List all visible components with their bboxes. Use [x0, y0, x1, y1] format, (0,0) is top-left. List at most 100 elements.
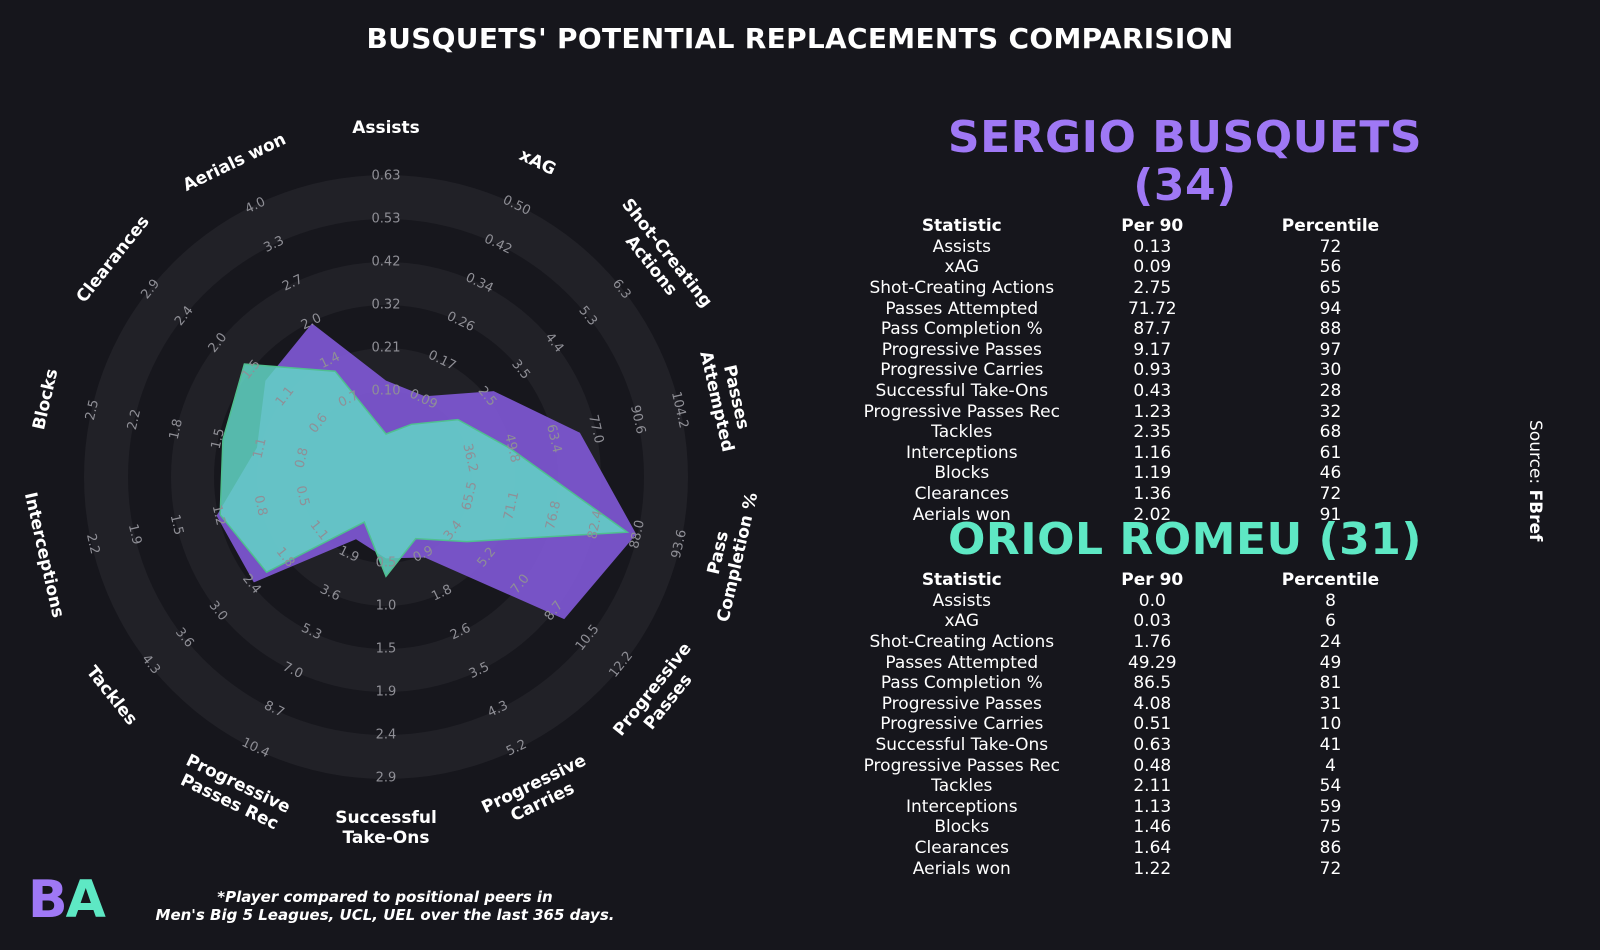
stat-name-cell: Progressive Passes Rec — [863, 401, 1060, 422]
tick-label: 2.2 — [125, 408, 144, 432]
per90-cell: 0.0 — [1138, 590, 1166, 611]
header-statistic: Statistic — [921, 570, 1002, 591]
tick-label: 1.1 — [251, 437, 270, 461]
axis-label-line: Aerials won — [180, 129, 289, 195]
tick-label: 88.0 — [627, 519, 648, 551]
per90-cell: 0.51 — [1133, 714, 1172, 735]
header-per90: Per 90 — [1121, 570, 1184, 591]
stat-name-cell: Progressive Carries — [880, 360, 1044, 381]
header-percentile: Percentile — [1281, 570, 1380, 591]
table-header-row: Statistic Per 90 Percentile — [860, 216, 1420, 237]
per90-cell: 1.23 — [1133, 401, 1172, 422]
stat-name-cell: Clearances — [914, 838, 1009, 859]
table-row: Assists 0.0 8 — [860, 591, 1420, 612]
footnote: *Player compared to positional peers in … — [150, 888, 620, 924]
percentile-cell: 31 — [1319, 693, 1342, 714]
tick-label: 0.63 — [372, 169, 401, 184]
axis-label-line: Assists — [352, 118, 420, 138]
axis-label: ProgressiveCarries — [479, 751, 598, 836]
table-row: Pass Completion % 87.7 88 — [860, 319, 1420, 340]
per90-cell: 1.13 — [1133, 796, 1172, 817]
tick-label: 1.9 — [376, 685, 397, 700]
table-row: Successful Take-Ons 0.43 28 — [860, 381, 1420, 402]
stat-name-cell: Tackles — [931, 422, 993, 443]
percentile-cell: 56 — [1319, 257, 1342, 278]
table-row: Assists 0.13 72 — [860, 237, 1420, 258]
stat-name-cell: Aerials won — [912, 504, 1011, 525]
table-row: Progressive Passes Rec 0.48 4 — [860, 755, 1420, 776]
player2-panel: ORIOL ROMEU (31) Statistic Per 90 Percen… — [860, 516, 1480, 879]
tick-label: 63.4 — [543, 423, 564, 455]
tick-label: 2.5 — [83, 398, 102, 422]
per90-cell: 2.02 — [1133, 504, 1172, 525]
percentile-cell: 54 — [1319, 776, 1342, 797]
percentile-cell: 81 — [1319, 673, 1342, 694]
tick-label: 1.5 — [209, 427, 228, 451]
tick-label: 1.9 — [125, 523, 144, 547]
tick-label: 2.2 — [83, 532, 102, 556]
logo-part1: B — [28, 870, 68, 930]
table-row: Clearances 1.36 72 — [860, 484, 1420, 505]
stat-name-cell: Interceptions — [906, 442, 1018, 463]
percentile-cell: 6 — [1325, 611, 1336, 632]
percentile-cell: 86 — [1319, 838, 1342, 859]
stat-name-cell: Successful Take-Ons — [875, 735, 1049, 756]
stat-name-cell: xAG — [944, 257, 980, 278]
header-statistic: Statistic — [921, 216, 1002, 237]
per90-cell: 2.35 — [1133, 422, 1172, 443]
axis-label: ProgressivePasses Rec — [174, 751, 293, 836]
percentile-cell: 68 — [1319, 422, 1342, 443]
per90-cell: 0.93 — [1133, 360, 1172, 381]
stat-name-cell: Pass Completion % — [880, 673, 1043, 694]
footnote-line2: Men's Big 5 Leagues, UCL, UEL over the l… — [155, 906, 615, 924]
table-row: Progressive Passes 9.17 97 — [860, 340, 1420, 361]
per90-cell: 2.75 — [1133, 278, 1172, 299]
stat-name-cell: Progressive Carries — [880, 714, 1044, 735]
percentile-cell: 24 — [1319, 632, 1342, 653]
table-row: Tackles 2.35 68 — [860, 422, 1420, 443]
tick-label: 77.0 — [585, 413, 606, 445]
tick-label: 90.6 — [627, 404, 648, 436]
table-row: Interceptions 1.13 59 — [860, 797, 1420, 818]
stat-name-cell: Interceptions — [906, 796, 1018, 817]
table-row: Progressive Carries 0.51 10 — [860, 714, 1420, 735]
per90-cell: 0.03 — [1133, 611, 1172, 632]
table-row: Progressive Carries 0.93 30 — [860, 360, 1420, 381]
tick-label: 0.8 — [251, 494, 270, 518]
player1-panel: SERGIO BUSQUETS (34) Statistic Per 90 Pe… — [860, 114, 1480, 525]
stat-name-cell: Progressive Passes Rec — [863, 755, 1060, 776]
per90-cell: 1.16 — [1133, 442, 1172, 463]
per90-cell: 1.19 — [1133, 463, 1172, 484]
per90-cell: 1.36 — [1133, 484, 1172, 505]
stat-name-cell: Assists — [932, 590, 992, 611]
table-row: Progressive Passes 4.08 31 — [860, 694, 1420, 715]
table-row: Aerials won 1.22 72 — [860, 858, 1420, 879]
tick-label: 49.8 — [501, 432, 522, 464]
tick-label: 1.0 — [376, 599, 397, 614]
stat-name-cell: Assists — [932, 236, 992, 257]
chart-title: BUSQUETS' POTENTIAL REPLACEMENTS COMPARI… — [366, 22, 1234, 55]
stat-name-cell: Pass Completion % — [880, 319, 1043, 340]
per90-cell: 0.09 — [1133, 257, 1172, 278]
table-row: Shot-Creating Actions 2.75 65 — [860, 278, 1420, 299]
stat-name-cell: Successful Take-Ons — [875, 381, 1049, 402]
axis-label-line: xAG — [516, 145, 559, 180]
percentile-cell: 65 — [1319, 278, 1342, 299]
axis-label: Assists — [352, 118, 420, 138]
per90-cell: 87.7 — [1133, 319, 1172, 340]
tick-label: 0.53 — [372, 212, 401, 227]
axis-label-line: Take-Ons — [343, 828, 430, 848]
percentile-cell: 46 — [1319, 463, 1342, 484]
stat-name-cell: Tackles — [931, 776, 993, 797]
axis-label: Successful Take-Ons — [335, 808, 437, 848]
stat-name-cell: Aerials won — [912, 858, 1011, 879]
percentile-cell: 94 — [1319, 298, 1342, 319]
percentile-cell: 72 — [1319, 236, 1342, 257]
tick-label: 93.6 — [669, 528, 690, 560]
stat-name-cell: Progressive Passes — [881, 693, 1042, 714]
percentile-cell: 88 — [1319, 319, 1342, 340]
player1-name: SERGIO BUSQUETS (34) — [947, 112, 1423, 211]
table-row: xAG 0.03 6 — [860, 611, 1420, 632]
axis-label: Interceptions — [20, 490, 68, 619]
header-per90: Per 90 — [1121, 216, 1184, 237]
